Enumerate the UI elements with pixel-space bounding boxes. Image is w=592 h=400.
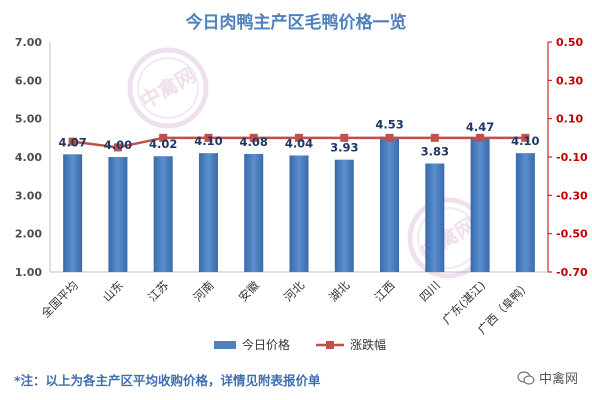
category-label: 江苏 <box>145 278 171 304</box>
watermark-text: 中禽网 <box>136 63 200 114</box>
left-tick-label: 5.00 <box>15 113 42 126</box>
category-label: 全国平均 <box>38 278 80 320</box>
source-credit: 中禽网 <box>517 368 578 387</box>
bar-value-label: 4.10 <box>511 134 539 148</box>
watermark-ring <box>127 47 209 129</box>
change-point <box>521 133 530 142</box>
right-tick-label: -0.50 <box>556 228 588 241</box>
change-point <box>204 133 213 142</box>
watermark-inner-ring <box>137 57 199 119</box>
legend-line-marker <box>326 341 334 349</box>
bar <box>470 138 490 272</box>
category-label: 河南 <box>190 278 216 304</box>
bar <box>198 153 218 272</box>
change-point <box>249 133 258 142</box>
category-label: 四川 <box>417 278 443 304</box>
left-tick-label: 3.00 <box>15 189 42 202</box>
change-point <box>385 133 394 142</box>
change-point <box>113 143 122 152</box>
chart-title: 今日肉鸭主产区毛鸭价格一览 <box>186 12 407 33</box>
left-tick-label: 2.00 <box>15 228 42 241</box>
bar-value-label: 4.53 <box>375 118 403 132</box>
right-tick-label: -0.30 <box>556 189 588 202</box>
bar-value-label: 4.08 <box>240 135 268 149</box>
bar <box>244 153 264 272</box>
legend-bar-label: 今日价格 <box>242 337 290 352</box>
bar <box>289 155 309 272</box>
change-point <box>295 133 303 142</box>
bar <box>380 136 400 272</box>
bar-value-label: 4.04 <box>285 136 313 150</box>
bar-value-label: 4.00 <box>104 138 132 152</box>
bar-value-label: 4.47 <box>466 120 494 134</box>
bar-value-label: 3.93 <box>330 141 358 155</box>
category-label: 江西 <box>372 278 398 304</box>
change-point <box>430 133 439 142</box>
category-label: 安徽 <box>236 278 263 305</box>
change-point <box>340 133 349 142</box>
watermark-1: 中禽网 <box>127 47 209 129</box>
change-point <box>476 133 485 142</box>
change-point <box>68 137 77 146</box>
bar-value-label: 3.83 <box>421 145 449 159</box>
legend-bar-swatch <box>214 341 236 349</box>
change-point <box>159 133 168 142</box>
change-line <box>68 133 530 152</box>
category-label: 湖北 <box>326 278 353 305</box>
bar <box>425 163 445 272</box>
bar-value-label: 4.02 <box>149 137 177 151</box>
category-label: 河北 <box>281 278 308 305</box>
bar-value-label: 4.10 <box>194 134 222 148</box>
bar <box>334 159 354 272</box>
bar <box>108 157 128 272</box>
bar <box>63 154 83 272</box>
right-tick-label: -0.10 <box>556 151 588 164</box>
left-tick-label: 7.00 <box>15 36 42 49</box>
footnote: *注：以上为各主产区平均收购价格，详情见附表报价单 <box>14 373 321 388</box>
bars <box>63 136 535 272</box>
left-tick-label: 6.00 <box>15 74 42 87</box>
wechat-icon <box>517 370 535 385</box>
bar <box>153 156 173 272</box>
source-text: 中禽网 <box>538 372 578 387</box>
legend: 今日价格 涨跌幅 <box>214 337 386 352</box>
data-labels: 4.07 4.00 4.02 4.10 4.08 4.04 3.93 4.53 3.83 4.47… <box>58 118 539 159</box>
right-tick-label: 0.50 <box>556 36 583 49</box>
right-tick-label: -0.70 <box>556 266 588 279</box>
bar <box>515 153 535 272</box>
right-tick-label: 0.10 <box>556 113 583 126</box>
left-tick-label: 1.00 <box>15 266 42 279</box>
legend-line-label: 涨跌幅 <box>350 337 386 352</box>
left-tick-label: 4.00 <box>15 151 42 164</box>
right-tick-label: 0.30 <box>556 74 583 87</box>
category-label: 山东 <box>100 278 126 304</box>
bar-value-label: 4.07 <box>58 135 86 149</box>
